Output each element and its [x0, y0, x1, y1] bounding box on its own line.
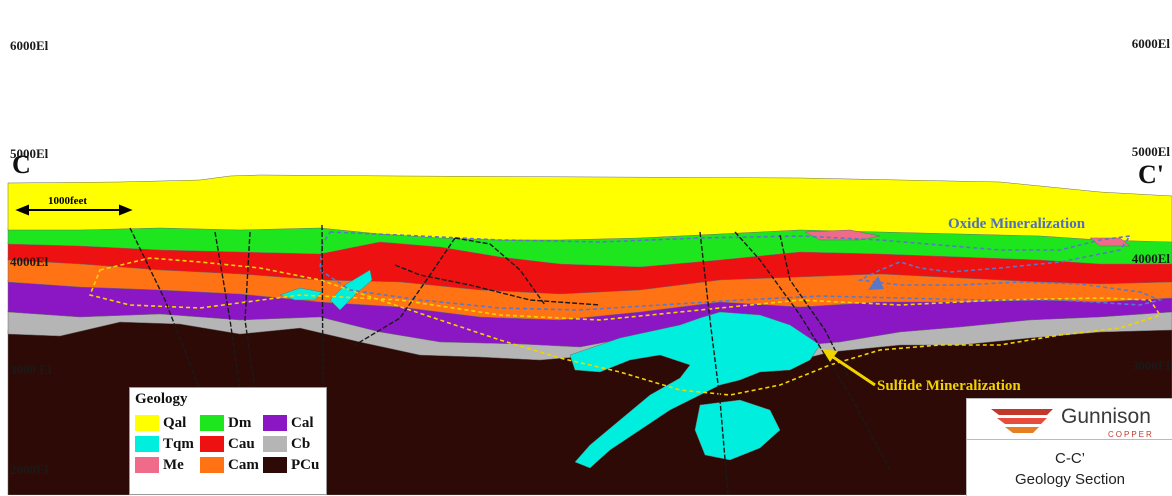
legend-item-cau: Cau — [200, 434, 255, 454]
legend-item-cam: Cam — [200, 455, 259, 475]
section-id: C-C’ — [1055, 450, 1085, 467]
legend-swatch — [135, 436, 159, 452]
legend-item-qal: Qal — [135, 413, 186, 433]
oxide-arrowhead — [868, 276, 884, 290]
legend-item-cb: Cb — [263, 434, 310, 454]
section-title: Geology Section — [1014, 471, 1126, 488]
fault-lines — [129, 224, 891, 495]
logo-subtitle: COPPER — [1108, 430, 1154, 439]
sulfide-outline — [88, 257, 1162, 396]
sulfide-arrow — [829, 353, 876, 387]
title-block-divider — [967, 439, 1172, 440]
title-block: Gunnison COPPER C-C’ Geology Section — [966, 398, 1172, 496]
legend-item-cal: Cal — [263, 413, 314, 433]
legend-swatch — [200, 457, 224, 473]
legend-label: Cb — [291, 435, 311, 452]
scale-bar-label: 1000feet — [48, 195, 88, 207]
legend-item-pcu: PCu — [263, 455, 319, 475]
legend-label: Qal — [163, 414, 187, 431]
legend-swatch — [200, 436, 224, 452]
legend-item-dm: Dm — [200, 413, 251, 433]
elevation-label-left: 2000El — [10, 462, 49, 477]
section-end-label: C' — [1138, 160, 1164, 189]
sulfide-annotation: Sulfide Mineralization — [877, 378, 1021, 394]
elevation-label-left: 3000 El — [10, 362, 52, 377]
legend-label: Cam — [228, 456, 259, 473]
section-start-label: C — [12, 150, 31, 179]
legend-label: Tqm — [163, 435, 194, 452]
unit-me — [804, 229, 881, 241]
unit-tqm — [694, 399, 781, 461]
elevation-label-left: 4000El — [10, 254, 49, 269]
elevation-label-right: 3000El — [1131, 358, 1170, 373]
legend-item-tqm: Tqm — [135, 434, 194, 454]
elevation-label-right: 5000El — [1131, 144, 1170, 159]
elevation-label-right: 4000El — [1131, 251, 1170, 266]
oxide-annotation: Oxide Mineralization — [948, 216, 1086, 232]
legend-swatch — [135, 415, 159, 431]
legend-label: Cau — [228, 435, 255, 452]
legend-label: Cal — [291, 414, 314, 431]
gunnison-logo-icon — [991, 409, 1053, 433]
legend-swatch — [263, 415, 287, 431]
legend-swatch — [263, 436, 287, 452]
unit-qal — [7, 174, 1172, 243]
elevation-label-left: 6000El — [10, 38, 49, 53]
legend-label: Dm — [228, 414, 252, 431]
legend-title: Geology — [135, 391, 188, 407]
elevation-label-left: 5000El — [10, 146, 49, 161]
scale-bar — [15, 204, 133, 216]
elevation-label-right: 6000El — [1131, 36, 1170, 51]
company-logo: Gunnison COPPER — [991, 405, 1171, 439]
unit-tqm — [569, 311, 821, 469]
logo-name: Gunnison — [1061, 405, 1151, 428]
legend-label: Me — [163, 456, 184, 473]
legend-swatch — [263, 457, 287, 473]
geology-legend: Geology Qal Dm Cal Tqm Cau Cb Me Cam PCu — [129, 387, 327, 495]
legend-swatch — [135, 457, 159, 473]
legend-item-me: Me — [135, 455, 184, 475]
sulfide-arrowhead — [822, 349, 838, 362]
legend-label: PCu — [291, 456, 320, 473]
legend-swatch — [200, 415, 224, 431]
